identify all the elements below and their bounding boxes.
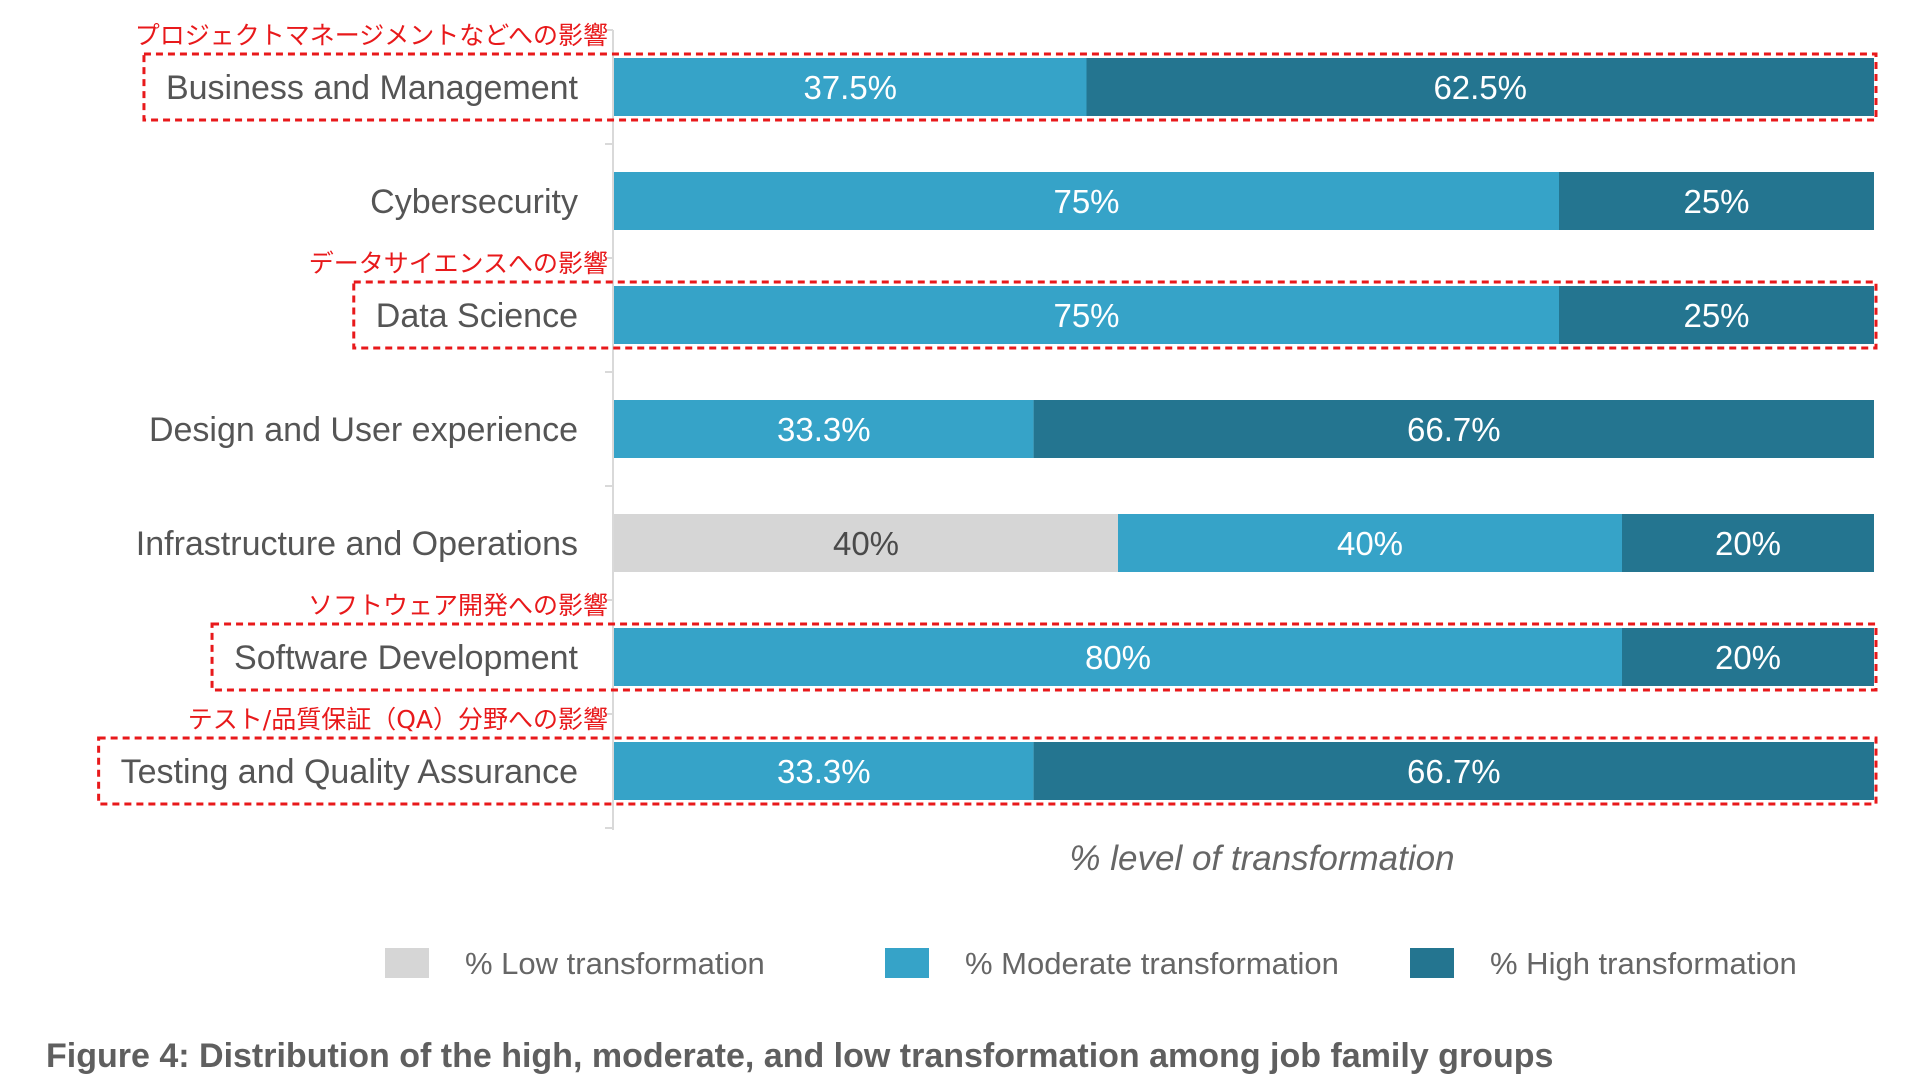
- x-axis-label: % level of transformation: [1069, 839, 1454, 878]
- bar-segment-moderate-transformation-testing-and-quality-assurance: [614, 742, 1034, 800]
- annotation-text: プロジェクトマネージメントなどへの影響: [135, 21, 608, 50]
- category-label-business-and-management: Business and Management: [166, 69, 579, 107]
- y-axis: [605, 29, 614, 830]
- annotation-text: テスト/品質保証（QA）分野への影響: [188, 705, 608, 734]
- data-label: 25%: [1683, 297, 1749, 334]
- legend-label-moderate-transformation: % Moderate transformation: [965, 946, 1339, 981]
- legend-swatch-high-transformation: [1410, 948, 1454, 978]
- bar-segment-low-transformation-infrastructure-and-operations: [614, 514, 1118, 572]
- annotations-group: プロジェクトマネージメントなどへの影響データサイエンスへの影響ソフトウェア開発へ…: [97, 21, 1878, 806]
- bar-segment-high-transformation-data-science: [1559, 286, 1874, 344]
- legend-swatch-low-transformation: [385, 948, 429, 978]
- bar-segment-moderate-transformation-design-and-user-experience: [614, 400, 1034, 458]
- bar-segment-high-transformation-software-development: [1622, 628, 1874, 686]
- bar-segment-moderate-transformation-cybersecurity: [614, 172, 1559, 230]
- data-label: 66.7%: [1407, 753, 1501, 790]
- bar-segment-high-transformation-cybersecurity: [1559, 172, 1874, 230]
- legend-swatch-moderate-transformation: [885, 948, 929, 978]
- data-label: 66.7%: [1407, 411, 1501, 448]
- data-label: 75%: [1053, 183, 1119, 220]
- legend-label-low-transformation: % Low transformation: [465, 946, 765, 981]
- category-label-infrastructure-and-operations: Infrastructure and Operations: [136, 525, 578, 563]
- data-label: 75%: [1053, 297, 1119, 334]
- data-label: 80%: [1085, 639, 1151, 676]
- bar-segment-high-transformation-business-and-management: [1086, 58, 1874, 116]
- legend: % Low transformation % Moderate transform…: [385, 946, 1797, 981]
- data-label: 37.5%: [803, 69, 897, 106]
- data-label: 20%: [1715, 525, 1781, 562]
- bar-segment-moderate-transformation-business-and-management: [614, 58, 1087, 116]
- category-label-software-development: Software Development: [234, 639, 579, 677]
- annotation-text: データサイエンスへの影響: [309, 249, 608, 278]
- category-label-cybersecurity: Cybersecurity: [370, 183, 578, 221]
- category-label-data-science: Data Science: [376, 297, 578, 335]
- figure-caption: Figure 4: Distribution of the high, mode…: [46, 1037, 1553, 1075]
- bar-segment-high-transformation-infrastructure-and-operations: [1622, 514, 1874, 572]
- category-labels: Business and Management Cybersecurity Data…: [121, 69, 579, 791]
- category-label-design-and-user-experience: Design and User experience: [149, 411, 578, 449]
- annotation-box-software-development: [210, 622, 1878, 692]
- bar-segment-moderate-transformation-infrastructure-and-operations: [1118, 514, 1622, 572]
- data-label: 25%: [1683, 183, 1749, 220]
- data-label: 62.5%: [1433, 69, 1527, 106]
- annotation-box-data-science: [352, 280, 1878, 350]
- bar-segment-high-transformation-design-and-user-experience: [1033, 400, 1874, 458]
- category-label-testing-and-quality-assurance: Testing and Quality Assurance: [121, 753, 578, 791]
- data-label: 33.3%: [777, 411, 871, 448]
- bar-segment-moderate-transformation-software-development: [614, 628, 1622, 686]
- annotation-text: ソフトウェア開発への影響: [308, 591, 608, 620]
- annotation-box-business-and-management: [142, 52, 1878, 122]
- data-label: 40%: [833, 525, 899, 562]
- data-label: 20%: [1715, 639, 1781, 676]
- legend-label-high-transformation: % High transformation: [1490, 946, 1797, 981]
- bar-segment-high-transformation-testing-and-quality-assurance: [1033, 742, 1874, 800]
- annotation-box-testing-and-quality-assurance: [97, 736, 1878, 806]
- bar-segment-moderate-transformation-data-science: [614, 286, 1559, 344]
- data-label: 40%: [1337, 525, 1403, 562]
- data-label: 33.3%: [777, 753, 871, 790]
- bars-group: 37.5% 62.5% 75% 25% 75% 25% 33.3% 66.7% 40% 40% 20…: [614, 58, 1874, 800]
